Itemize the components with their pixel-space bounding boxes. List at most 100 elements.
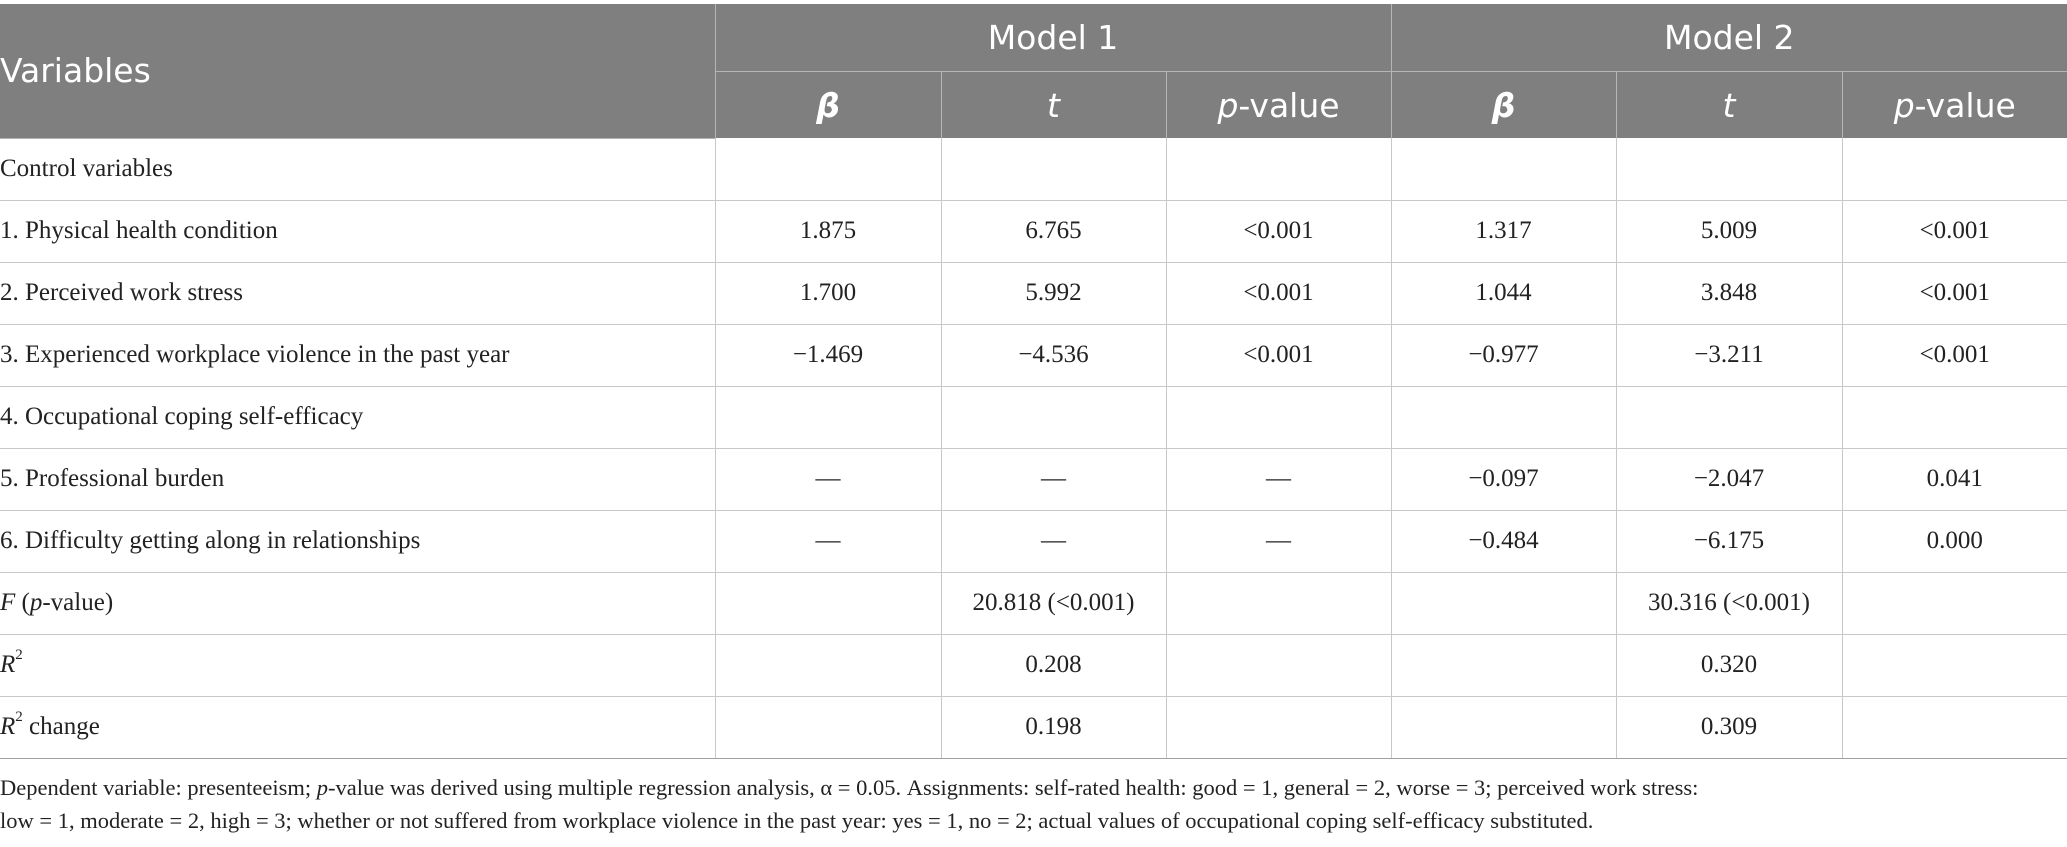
cell-m1-p: —	[1166, 448, 1392, 511]
p-symbol: p	[1893, 85, 1915, 125]
p-suffix: -value	[1238, 85, 1340, 125]
footnote-line-2: low = 1, moderate = 2, high = 3; whether…	[0, 808, 1594, 833]
row-label: 5. Professional burden	[0, 448, 716, 511]
cell-m1-beta: −1.469	[715, 324, 942, 387]
cell-m1-t: —	[941, 448, 1167, 511]
cell-m2-p	[1842, 696, 2067, 759]
r2c-suffix: change	[22, 713, 100, 740]
cell-m1-p	[1166, 572, 1392, 635]
header-row-models: Variables Model 1 Model 2	[0, 4, 2067, 139]
cell-m2-beta: −0.977	[1391, 324, 1617, 387]
header-m2-beta: β	[1391, 71, 1617, 138]
cell-m2-beta: 1.317	[1391, 200, 1617, 263]
cell-m1-p: <0.001	[1166, 262, 1392, 325]
cell-m2-t: 3.848	[1616, 262, 1843, 325]
cell-m2-t	[1616, 138, 1843, 201]
cell-m1-beta: 1.875	[715, 200, 942, 263]
table-row-r-squared-change: R2 change 0.198 0.309	[0, 696, 2067, 759]
cell-m2-p: <0.001	[1842, 200, 2067, 263]
cell-m2-beta	[1391, 386, 1617, 449]
cell-m1-p: <0.001	[1166, 324, 1392, 387]
cell-m2-beta	[1391, 696, 1617, 759]
cell-m1-t: 5.992	[941, 262, 1167, 325]
cell-m1-p	[1166, 138, 1392, 201]
t-symbol: t	[1047, 85, 1060, 125]
cell-m1-beta: 1.700	[715, 262, 942, 325]
cell-m1-r2: 0.208	[941, 634, 1167, 697]
p-suffix: -value	[1914, 85, 2016, 125]
cell-m1-beta: —	[715, 448, 942, 511]
table-row: 1. Physical health condition 1.875 6.765…	[0, 200, 2067, 263]
cell-m2-beta: 1.044	[1391, 262, 1617, 325]
cell-m2-p: 0.041	[1842, 448, 2067, 511]
f-close: -value)	[42, 589, 114, 616]
cell-m2-r2c: 0.309	[1616, 696, 1843, 759]
row-label-r2: R2	[0, 634, 716, 697]
cell-m1-beta	[715, 138, 942, 201]
cell-m2-r2: 0.320	[1616, 634, 1843, 697]
table-row-f-statistic: F (p-value) 20.818 (<0.001) 30.316 (<0.0…	[0, 572, 2067, 635]
cell-m2-beta	[1391, 634, 1617, 697]
table-row: 4. Occupational coping self-efficacy	[0, 386, 2067, 449]
f-open: (	[15, 589, 30, 616]
cell-m1-t: —	[941, 510, 1167, 573]
cell-m1-f: 20.818 (<0.001)	[941, 572, 1167, 635]
cell-m2-p: 0.000	[1842, 510, 2067, 573]
row-label: 2. Perceived work stress	[0, 262, 716, 325]
p-symbol: p	[29, 589, 43, 616]
footnote-part: Dependent variable: presenteeism;	[0, 775, 317, 800]
cell-m1-beta: —	[715, 510, 942, 573]
cell-m1-t	[941, 138, 1167, 201]
cell-m1-p: <0.001	[1166, 200, 1392, 263]
r2-sup: 2	[15, 647, 23, 663]
table-row: 2. Perceived work stress 1.700 5.992 <0.…	[0, 262, 2067, 325]
cell-m1-beta	[715, 696, 942, 759]
cell-m2-beta: −0.484	[1391, 510, 1617, 573]
beta-symbol: β	[816, 85, 840, 125]
cell-m2-p: <0.001	[1842, 262, 2067, 325]
cell-m1-t: 6.765	[941, 200, 1167, 263]
t-symbol: t	[1722, 85, 1736, 125]
header-model-2: Model 2	[1391, 4, 2067, 72]
regression-table: Variables Model 1 Model 2 β t p-value β …	[0, 4, 2067, 759]
header-m2-p: p-value	[1842, 71, 2067, 138]
p-symbol: p	[1217, 85, 1239, 125]
cell-m2-p	[1842, 572, 2067, 635]
table-footnote: Dependent variable: presenteeism; p-valu…	[0, 771, 2060, 837]
table-body: Control variables 1. Physical health con…	[0, 138, 2067, 759]
cell-m1-r2c: 0.198	[941, 696, 1167, 759]
table-row: 5. Professional burden — — — −0.097 −2.0…	[0, 448, 2067, 511]
header-model-1: Model 1	[715, 4, 1392, 72]
header-m2-t: t	[1616, 71, 1843, 138]
f-symbol: F	[0, 589, 16, 616]
header-m1-beta: β	[715, 71, 942, 138]
cell-m2-t: 5.009	[1616, 200, 1843, 263]
footnote-part: -value was derived using multiple regres…	[328, 775, 1699, 800]
cell-m2-p	[1842, 386, 2067, 449]
cell-m2-t: −6.175	[1616, 510, 1843, 573]
table-row: 3. Experienced workplace violence in the…	[0, 324, 2067, 387]
table-row: Control variables	[0, 138, 2067, 201]
row-label: 1. Physical health condition	[0, 200, 716, 263]
p-symbol: p	[316, 775, 328, 800]
r-symbol: R	[0, 713, 16, 740]
cell-m1-p: —	[1166, 510, 1392, 573]
cell-m1-p	[1166, 386, 1392, 449]
r2c-sup: 2	[15, 709, 23, 725]
cell-m2-t: −2.047	[1616, 448, 1843, 511]
table-row-r-squared: R2 0.208 0.320	[0, 634, 2067, 697]
cell-m2-beta	[1391, 138, 1617, 201]
row-label-r2-change: R2 change	[0, 696, 716, 759]
header-m1-p: p-value	[1166, 71, 1392, 138]
cell-m2-beta: −0.097	[1391, 448, 1617, 511]
header-m1-t: t	[941, 71, 1167, 138]
row-label: Control variables	[0, 138, 716, 201]
cell-m1-beta	[715, 634, 942, 697]
cell-m2-p	[1842, 138, 2067, 201]
r-symbol: R	[0, 651, 16, 678]
header-variables: Variables	[0, 4, 716, 139]
cell-m2-t	[1616, 386, 1843, 449]
cell-m2-p: <0.001	[1842, 324, 2067, 387]
cell-m1-p	[1166, 696, 1392, 759]
footnote-line-1: Dependent variable: presenteeism; p-valu…	[0, 771, 2060, 804]
